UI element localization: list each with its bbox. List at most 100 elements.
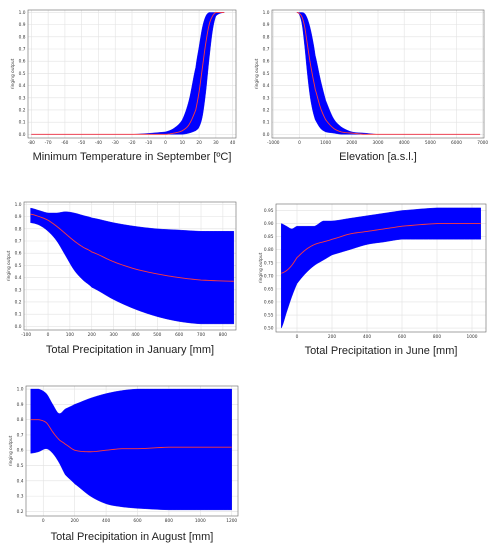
y-tick-label: 0.75: [264, 260, 274, 266]
y-tick-label: 0.5: [19, 71, 26, 77]
x-tick-label: 800: [433, 334, 441, 340]
tick-labels: 0 200 400 600 800 1000 0.50 0.55 0.60 0.65 0.70 0.7…: [264, 208, 478, 340]
y-tick-label: 0.0: [15, 324, 22, 330]
y-axis-label: ringing output: [6, 250, 12, 281]
y-tick-label: 0.6: [15, 251, 22, 257]
x-tick-label: 400: [363, 334, 371, 340]
x-tick-label: -100: [21, 332, 31, 338]
x-tick-label: 400: [102, 518, 110, 524]
plot-frame: [271, 9, 485, 139]
y-tick-label: 0.5: [15, 263, 22, 269]
x-tick-label: 800: [165, 518, 173, 524]
y-tick-label: 0.3: [19, 95, 26, 101]
mean-output-line: [31, 11, 225, 135]
x-tick-label: 30: [213, 140, 219, 146]
x-tick-label: 1000: [195, 518, 206, 524]
y-tick-label: 1.0: [263, 10, 270, 16]
x-tick-label: 200: [328, 334, 336, 340]
x-tick-label: 1000: [467, 334, 478, 340]
y-tick-label: 0.80: [264, 247, 274, 253]
output-range-band: [296, 12, 481, 135]
y-tick-label: 0.55: [264, 313, 274, 319]
x-axis-label: Minimum Temperature in September [ºC]: [33, 151, 232, 163]
x-tick-label: 0: [298, 140, 301, 146]
tick-labels: -1000 0 1000 2000 3000 4000 5000 6000 7000 0.0 0.1…: [263, 10, 489, 146]
x-tick-label: 20: [196, 140, 202, 146]
y-tick-label: 1.0: [19, 10, 26, 16]
y-tick-label: 0.7: [263, 47, 270, 53]
y-tick-label: 0.0: [19, 132, 26, 138]
x-tick-label: 7000: [477, 140, 488, 146]
y-tick-label: 0.2: [263, 107, 270, 113]
x-tick-label: 0: [296, 334, 299, 340]
y-tick-label: 0.85: [264, 234, 274, 240]
x-tick-label: 300: [110, 332, 118, 338]
y-tick-label: 0.2: [19, 107, 26, 113]
x-tick-label: 200: [88, 332, 96, 338]
y-tick-label: 1.0: [17, 387, 24, 393]
x-tick-label: 600: [133, 518, 141, 524]
tick-labels: 0 200 400 600 800 1000 1200 0.2 0.3 0.4 0.5 0.6 0.7 0…: [17, 387, 238, 524]
x-tick-label: 6000: [451, 140, 462, 146]
y-tick-label: 0.8: [15, 226, 22, 232]
x-axis-label: Total Precipitation in January [mm]: [46, 344, 214, 356]
x-tick-label: 3000: [373, 140, 384, 146]
y-tick-label: 0.1: [19, 120, 26, 126]
x-tick-label: 0: [164, 140, 167, 146]
x-axis-label: Total Precipitation in August [mm]: [51, 531, 214, 543]
y-tick-label: 0.9: [17, 402, 24, 408]
x-tick-label: -80: [28, 140, 35, 146]
plot-frame: [25, 385, 239, 517]
y-tick-label: 0.1: [263, 120, 270, 126]
chart-precipitation-june: 0 200 400 600 800 1000 0.50 0.55 0.60 0.65 0.70 0.7…: [258, 203, 487, 357]
y-tick-label: 0.8: [17, 417, 24, 423]
x-tick-label: 2000: [346, 140, 357, 146]
plot-frame: [23, 201, 237, 331]
output-range-band: [30, 207, 235, 325]
x-axis-label: Total Precipitation in June [mm]: [305, 345, 458, 357]
y-tick-label: 0.7: [19, 47, 26, 53]
y-tick-label: 0.3: [263, 95, 270, 101]
x-tick-label: 1200: [226, 518, 237, 524]
x-tick-label: 0: [47, 332, 50, 338]
y-tick-label: 0.0: [263, 132, 270, 138]
grid: [272, 10, 484, 138]
y-tick-label: 0.2: [15, 299, 22, 305]
y-tick-label: 0.3: [17, 494, 24, 500]
x-tick-label: 1000: [320, 140, 331, 146]
x-tick-label: -1000: [267, 140, 280, 146]
x-tick-label: 700: [197, 332, 205, 338]
y-tick-label: 0.65: [264, 286, 274, 292]
x-tick-label: 4000: [399, 140, 410, 146]
y-tick-label: 0.9: [19, 22, 26, 28]
output-range-band: [30, 388, 232, 511]
y-tick-label: 0.90: [264, 221, 274, 227]
y-tick-label: 0.7: [15, 239, 22, 245]
y-axis-label: ringing output: [258, 252, 264, 283]
y-axis-label: ringing output: [254, 58, 260, 89]
y-tick-label: 0.5: [17, 463, 24, 469]
y-tick-label: 0.6: [17, 448, 24, 454]
x-tick-label: 400: [131, 332, 139, 338]
y-tick-label: 0.2: [17, 509, 24, 515]
x-tick-label: -50: [78, 140, 85, 146]
y-tick-label: 0.9: [15, 214, 22, 220]
tick-labels: -100 0 100 200 300 400 500 600 700 800 0.0 0.1 0.2 0.…: [15, 202, 228, 338]
x-tick-label: 0: [42, 518, 45, 524]
x-tick-label: 40: [230, 140, 236, 146]
y-tick-label: 0.8: [19, 34, 26, 40]
x-tick-label: 100: [66, 332, 74, 338]
mean-output-line: [30, 419, 232, 453]
y-tick-label: 0.50: [264, 326, 274, 332]
y-tick-label: 0.70: [264, 273, 274, 279]
x-tick-label: 600: [398, 334, 406, 340]
output-range-band: [281, 207, 481, 329]
y-tick-label: 0.4: [15, 275, 22, 281]
y-tick-label: 0.5: [263, 71, 270, 77]
y-tick-label: 0.1: [15, 312, 22, 318]
plot-frame: [27, 9, 237, 139]
y-axis-label: ringing output: [10, 58, 16, 89]
x-tick-label: 800: [219, 332, 227, 338]
x-tick-label: 200: [71, 518, 79, 524]
y-tick-label: 0.4: [19, 83, 26, 89]
